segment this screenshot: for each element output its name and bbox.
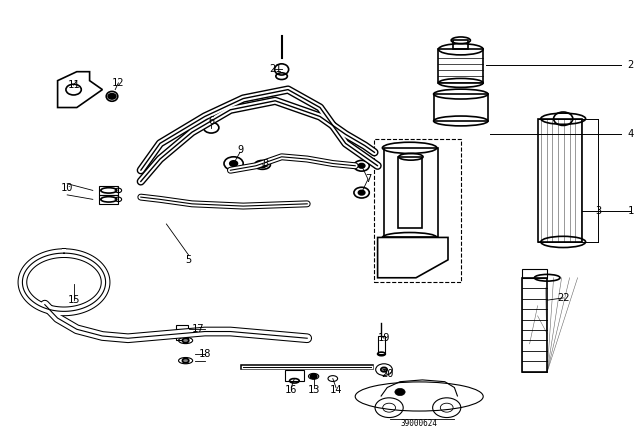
Ellipse shape <box>355 382 483 411</box>
Bar <box>99 186 118 195</box>
Text: 15: 15 <box>67 295 80 305</box>
Circle shape <box>310 374 317 379</box>
Circle shape <box>182 338 189 343</box>
Text: 39000624: 39000624 <box>401 419 438 428</box>
Bar <box>176 336 188 340</box>
Circle shape <box>395 388 405 396</box>
Circle shape <box>358 190 365 195</box>
Text: 6: 6 <box>208 116 214 126</box>
Bar <box>285 370 304 381</box>
Text: 18: 18 <box>198 349 211 359</box>
Text: 13: 13 <box>307 385 320 395</box>
Text: 17: 17 <box>192 324 205 334</box>
Text: 3: 3 <box>595 206 602 215</box>
Text: 1: 1 <box>627 206 634 215</box>
Text: 5: 5 <box>186 255 192 265</box>
Circle shape <box>381 367 387 372</box>
Circle shape <box>259 162 266 168</box>
Bar <box>374 139 461 282</box>
Text: 16: 16 <box>285 385 298 395</box>
Circle shape <box>108 94 116 99</box>
Bar <box>453 40 468 49</box>
Text: 2: 2 <box>627 60 634 70</box>
Bar <box>434 94 488 121</box>
Text: 21: 21 <box>269 65 282 74</box>
Circle shape <box>230 161 237 166</box>
Polygon shape <box>58 72 102 108</box>
Text: 4: 4 <box>627 129 634 139</box>
Text: 9: 9 <box>237 145 243 155</box>
Text: 22: 22 <box>557 293 570 303</box>
Bar <box>99 195 118 204</box>
Text: 14: 14 <box>330 385 342 395</box>
Bar <box>176 325 188 329</box>
Text: 7: 7 <box>365 174 371 184</box>
Text: 10: 10 <box>61 183 74 193</box>
Text: 20: 20 <box>381 369 394 379</box>
Polygon shape <box>378 237 448 278</box>
Bar <box>384 148 438 237</box>
Bar <box>398 157 422 228</box>
Bar <box>538 119 582 242</box>
Bar <box>522 269 547 278</box>
Bar <box>438 49 483 83</box>
Bar <box>522 278 547 372</box>
Text: 8: 8 <box>262 159 269 168</box>
Circle shape <box>182 358 189 363</box>
Circle shape <box>358 164 365 168</box>
Bar <box>176 330 188 335</box>
Text: 19: 19 <box>378 333 390 343</box>
Bar <box>378 336 385 354</box>
Text: 11: 11 <box>67 80 80 90</box>
Text: 12: 12 <box>112 78 125 88</box>
